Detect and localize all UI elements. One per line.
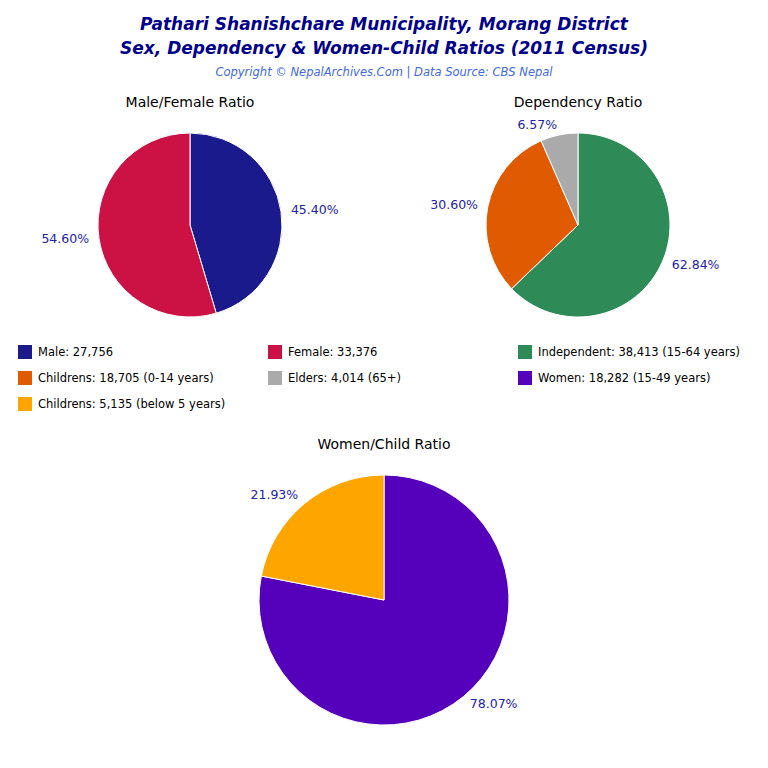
pie-chart: Male/Female Ratio 45.40% 54.60%	[41, 94, 338, 317]
legend-swatch	[268, 371, 282, 385]
data-label: 6.57%	[517, 117, 557, 132]
chart-root: Pathari Shanishchare Municipality, Moran…	[0, 0, 768, 768]
chart-title: Male/Female Ratio	[126, 94, 255, 110]
annotation: Copyright © NepalArchives.Com | Data Sou…	[215, 65, 553, 79]
pie-slice	[541, 133, 578, 225]
data-label: 78.07%	[470, 696, 518, 711]
legend: Male: 27,756 Female: 33,376 Independent: 3…	[18, 345, 740, 412]
legend-swatch	[18, 371, 32, 385]
pie-slice	[98, 133, 216, 317]
data-label: 45.40%	[291, 202, 339, 217]
title: Pathari Shanishchare Municipality, Moran…	[140, 14, 629, 34]
chart-title: Dependency Ratio	[514, 94, 643, 110]
pie-chart: Dependency Ratio 62.84% 30.60% 6.57%	[430, 94, 719, 317]
data-label: 30.60%	[430, 197, 478, 212]
legend-entry: Childrens: 18,705 (0-14 years)	[38, 371, 214, 385]
legend-entry: Childrens: 5,135 (below 5 years)	[38, 397, 225, 411]
data-label: 62.84%	[672, 257, 720, 272]
chart-title: Women/Child Ratio	[317, 436, 450, 452]
data-label: 54.60%	[41, 231, 89, 246]
legend-swatch	[18, 345, 32, 359]
legend-entry: Independent: 38,413 (15-64 years)	[538, 345, 740, 359]
legend-swatch	[18, 397, 32, 411]
legend-swatch	[518, 371, 532, 385]
legend-swatch	[518, 345, 532, 359]
legend-swatch	[268, 345, 282, 359]
legend-entry: Women: 18,282 (15-49 years)	[538, 371, 710, 385]
legend-entry: Male: 27,756	[38, 345, 113, 359]
legend-entry: Elders: 4,014 (65+)	[288, 371, 401, 385]
legend-entry: Female: 33,376	[288, 345, 377, 359]
pie-slice	[259, 475, 509, 725]
data-label: 21.93%	[251, 487, 299, 502]
pie-chart: Women/Child Ratio 78.07% 21.93%	[251, 436, 518, 725]
subtitle: Sex, Dependency & Women-Child Ratios (20…	[120, 38, 648, 58]
